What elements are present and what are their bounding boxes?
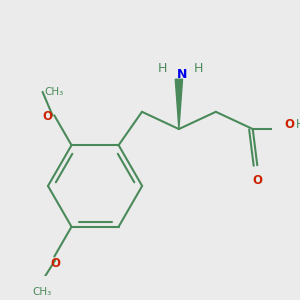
Text: O: O xyxy=(284,118,294,131)
Text: O: O xyxy=(252,174,262,187)
Text: N: N xyxy=(177,68,188,81)
Text: CH₃: CH₃ xyxy=(44,87,64,97)
Text: CH₃: CH₃ xyxy=(32,286,51,297)
Text: H: H xyxy=(158,62,167,75)
Text: H: H xyxy=(194,62,203,75)
Polygon shape xyxy=(175,79,182,129)
Text: H: H xyxy=(296,118,300,131)
Text: O: O xyxy=(42,110,52,123)
Text: O: O xyxy=(50,257,60,270)
